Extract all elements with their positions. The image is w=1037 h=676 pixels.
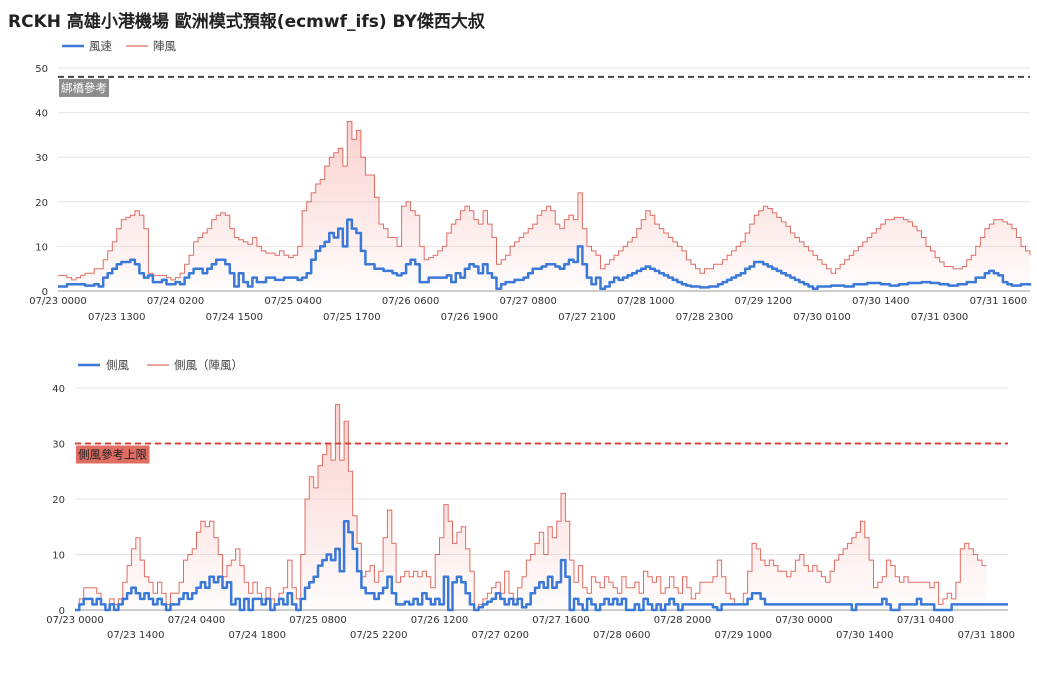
reference-line: 綁橋參考 (58, 75, 1030, 97)
y-tick-label: 10 (35, 242, 48, 253)
x-tick-label: 07/30 0000 (775, 615, 832, 626)
x-tick-label: 07/26 1900 (441, 312, 498, 323)
x-tick-label: 07/31 1600 (970, 296, 1027, 307)
legend-label-wind: 風速 (89, 39, 112, 53)
gust-area (58, 121, 1030, 291)
y-tick-label: 30 (35, 153, 48, 164)
y-tick-label: 50 (35, 64, 48, 75)
y-tick-label: 40 (35, 109, 48, 120)
series-line-gust (75, 404, 987, 611)
series-line-wind (75, 519, 1008, 612)
x-tick-label: 07/31 0300 (911, 312, 968, 323)
legend: 風速 陣風 (62, 39, 176, 53)
y-tick-label: 20 (52, 495, 65, 506)
reference-label-box (59, 78, 109, 97)
series-line-gust (58, 121, 1031, 281)
x-tick-label: 07/25 2200 (350, 630, 407, 641)
series (75, 404, 1008, 612)
x-tick-label: 07/31 1800 (958, 630, 1015, 641)
y-tick-label: 30 (52, 440, 65, 451)
reference-label-box (76, 445, 150, 464)
x-tick-label: 07/23 0000 (46, 615, 103, 626)
x-tick-label: 07/24 0400 (168, 615, 225, 626)
x-tick-label: 07/27 2100 (558, 312, 615, 323)
y-tick-label: 40 (52, 384, 65, 395)
x-tick-label: 07/28 2000 (654, 615, 711, 626)
x-tick-label: 07/28 0600 (593, 630, 650, 641)
x-tick-label: 07/27 0200 (472, 630, 529, 641)
x-axis: 07/23 0000 07/23 1400 07/24 0400 07/24 1800… (46, 615, 1015, 641)
x-tick-label: 07/24 0200 (147, 296, 204, 307)
x-tick-label: 07/29 1000 (715, 630, 772, 641)
legend-label-gust: 陣風 (153, 39, 176, 53)
x-tick-label: 07/30 1400 (852, 296, 909, 307)
series (58, 121, 1032, 291)
x-tick-label: 07/24 1500 (206, 312, 263, 323)
x-tick-label: 07/26 0600 (382, 296, 439, 307)
x-tick-label: 07/23 1300 (88, 312, 145, 323)
y-axis: 0 10 20 30 40 50 (35, 64, 48, 298)
y-tick-label: 0 (42, 287, 48, 298)
page-title: RCKH 高雄小港機場 歐洲模式預報(ecmwf_ifs) BY傑西大叔 (8, 12, 485, 32)
y-tick-label: 10 (52, 551, 65, 562)
x-tick-label: 07/30 1400 (836, 630, 893, 641)
reference-label: 綁橋參考 (61, 81, 107, 95)
x-tick-label: 07/27 1600 (532, 615, 589, 626)
x-tick-label: 07/25 0400 (264, 296, 321, 307)
x-tick-label: 07/28 1000 (617, 296, 674, 307)
crosswind-chart: 側風 側風（陣風） 0 10 20 30 40 07/23 0000 07/23 1400… (46, 358, 1015, 641)
reference-line: 側風參考上限 (75, 442, 1008, 464)
legend-label-crosswind: 側風 (106, 358, 129, 372)
gust-area (75, 404, 987, 610)
x-tick-label: 07/24 1800 (229, 630, 286, 641)
y-axis: 0 10 20 30 40 (52, 384, 65, 617)
legend-label-crosswind-gust: 側風（陣風） (174, 358, 243, 372)
x-tick-label: 07/31 0400 (897, 615, 954, 626)
y-tick-label: 20 (35, 198, 48, 209)
x-tick-label: 07/29 1200 (735, 296, 792, 307)
x-tick-label: 07/23 0000 (29, 296, 86, 307)
x-tick-label: 07/25 1700 (323, 312, 380, 323)
x-tick-label: 07/26 1200 (411, 615, 468, 626)
series-line-wind (58, 218, 1032, 291)
x-tick-label: 07/25 0800 (289, 615, 346, 626)
reference-label: 側風參考上限 (78, 448, 147, 462)
legend: 側風 側風（陣風） (78, 358, 243, 372)
x-tick-label: 07/27 0800 (499, 296, 556, 307)
x-tick-label: 07/23 1400 (107, 630, 164, 641)
x-tick-label: 07/30 0100 (793, 312, 850, 323)
y-tick-label: 0 (59, 606, 65, 617)
x-tick-label: 07/28 2300 (676, 312, 733, 323)
